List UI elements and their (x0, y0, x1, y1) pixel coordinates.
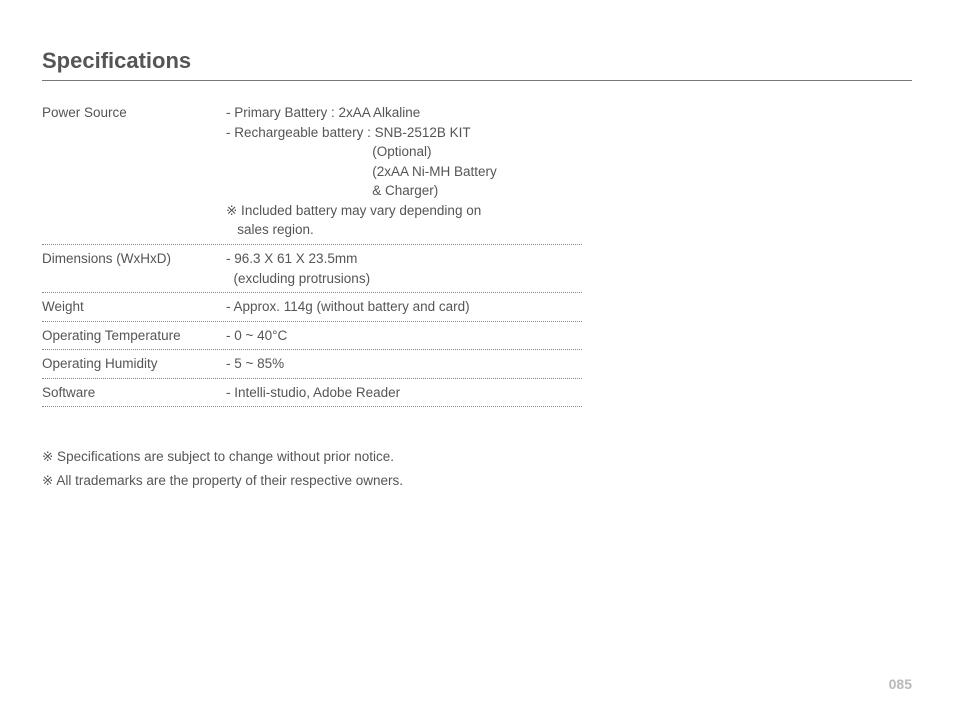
footnote-line: ※ Specifications are subject to change w… (42, 449, 912, 465)
value-line: - 0 ~ 40°C (226, 326, 582, 346)
footnote-line: ※ All trademarks are the property of the… (42, 473, 912, 489)
spec-value-weight: - Approx. 114g (without battery and card… (226, 297, 582, 317)
spec-label-dimensions: Dimensions (WxHxD) (42, 249, 226, 288)
value-line: (2xAA Ni-MH Battery (226, 162, 582, 182)
page-number: 085 (889, 676, 912, 692)
value-line: - Primary Battery : 2xAA Alkaline (226, 103, 582, 123)
spec-value-operating-humidity: - 5 ~ 85% (226, 354, 582, 374)
spec-label-power-source: Power Source (42, 103, 226, 240)
value-line: - Intelli-studio, Adobe Reader (226, 383, 582, 403)
table-row: Dimensions (WxHxD) - 96.3 X 61 X 23.5mm … (42, 245, 582, 293)
value-line: - Approx. 114g (without battery and card… (226, 297, 582, 317)
spec-value-power-source: - Primary Battery : 2xAA Alkaline - Rech… (226, 103, 582, 240)
spec-value-operating-temperature: - 0 ~ 40°C (226, 326, 582, 346)
spec-label-operating-temperature: Operating Temperature (42, 326, 226, 346)
value-line: (Optional) (226, 142, 582, 162)
value-line: & Charger) (226, 181, 582, 201)
table-row: Operating Humidity - 5 ~ 85% (42, 350, 582, 379)
spec-value-software: - Intelli-studio, Adobe Reader (226, 383, 582, 403)
footnotes: ※ Specifications are subject to change w… (42, 449, 912, 489)
spec-label-operating-humidity: Operating Humidity (42, 354, 226, 374)
table-row: Software - Intelli-studio, Adobe Reader (42, 379, 582, 408)
section-title: Specifications (42, 48, 912, 81)
table-row: Power Source - Primary Battery : 2xAA Al… (42, 99, 582, 245)
value-line: - 5 ~ 85% (226, 354, 582, 374)
value-line: - 96.3 X 61 X 23.5mm (226, 249, 582, 269)
spec-label-software: Software (42, 383, 226, 403)
spec-label-weight: Weight (42, 297, 226, 317)
page: Specifications Power Source - Primary Ba… (0, 0, 954, 720)
table-row: Weight - Approx. 114g (without battery a… (42, 293, 582, 322)
value-line: sales region. (226, 220, 582, 240)
value-line: ※ Included battery may vary depending on (226, 201, 582, 221)
spec-value-dimensions: - 96.3 X 61 X 23.5mm (excluding protrusi… (226, 249, 582, 288)
spec-table: Power Source - Primary Battery : 2xAA Al… (42, 99, 582, 407)
value-line: - Rechargeable battery : SNB-2512B KIT (226, 123, 582, 143)
table-row: Operating Temperature - 0 ~ 40°C (42, 322, 582, 351)
value-line: (excluding protrusions) (226, 269, 582, 289)
